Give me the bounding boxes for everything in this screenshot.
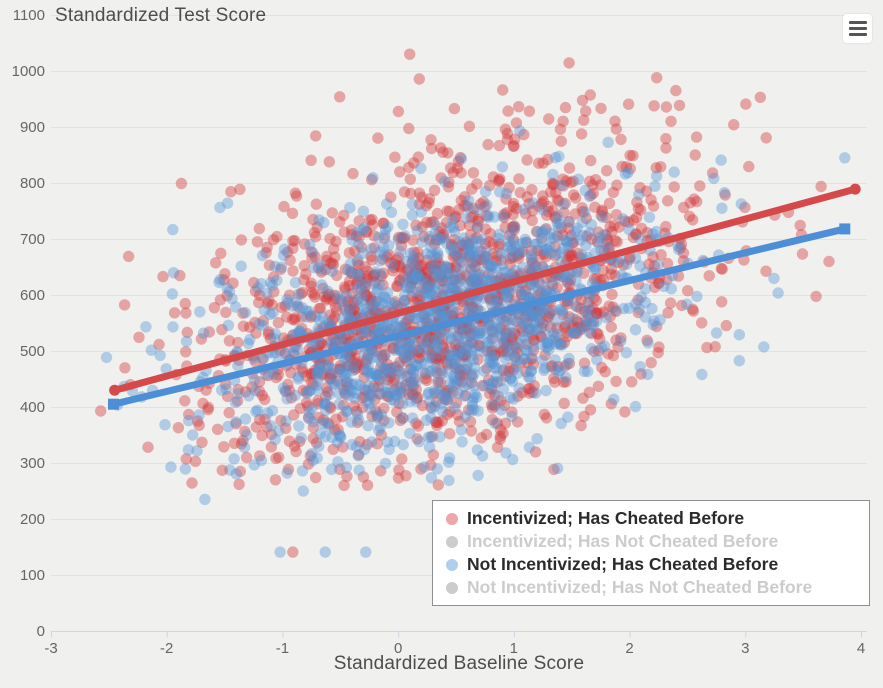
legend-marker-circle xyxy=(446,581,458,594)
legend-label: Not Incentivized; Has Not Cheated Before xyxy=(467,577,813,597)
x-tick-label--2: -2 xyxy=(160,640,173,657)
outlier-point xyxy=(287,546,299,558)
x-tick-label-3: 3 xyxy=(741,640,749,657)
legend-marker-circle xyxy=(446,535,458,548)
legend-label: Not Incentivized; Has Cheated Before xyxy=(467,554,779,574)
x-tick-label-0: 0 xyxy=(394,640,402,657)
y-tick-label-1100: 1100 xyxy=(13,7,45,24)
legend-marker-circle xyxy=(446,512,458,525)
y-tick-label-900: 900 xyxy=(20,119,45,136)
trend-endpoint-marker xyxy=(849,183,861,195)
outlier-point xyxy=(360,546,372,558)
outlier-point xyxy=(319,546,331,558)
outlier-point xyxy=(728,119,740,131)
y-axis-title: Standardized Test Score xyxy=(55,5,267,26)
legend-item-2[interactable]: Not Incentivized; Has Cheated Before xyxy=(446,553,869,576)
legend-label: Incentivized; Has Not Cheated Before xyxy=(467,531,779,551)
legend-item-0[interactable]: Incentivized; Has Cheated Before xyxy=(446,507,869,530)
y-tick-label-400: 400 xyxy=(20,399,45,416)
outlier-point xyxy=(274,546,286,558)
y-tick-label-200: 200 xyxy=(20,511,45,528)
y-tick-label-700: 700 xyxy=(20,231,45,248)
y-tick-label-600: 600 xyxy=(20,287,45,304)
outlier-point xyxy=(216,464,228,476)
trend-line-series-0 xyxy=(111,185,859,394)
y-tick-label-1000: 1000 xyxy=(12,63,45,80)
outlier-point xyxy=(269,474,282,486)
legend-label: Incentivized; Has Cheated Before xyxy=(467,508,745,528)
export-menu-button[interactable] xyxy=(843,14,872,43)
x-tick-label--1: -1 xyxy=(276,640,289,657)
y-tick-label-500: 500 xyxy=(20,343,45,360)
outlier-point xyxy=(754,91,767,104)
trend-endpoint-marker xyxy=(839,223,851,235)
legend-marker-circle xyxy=(446,558,458,571)
trend-endpoint-marker xyxy=(107,398,119,410)
x-tick-label--3: -3 xyxy=(44,640,57,657)
outlier-point xyxy=(839,152,851,164)
x-tick-label-4: 4 xyxy=(857,640,865,657)
x-tick-label-1: 1 xyxy=(510,640,518,657)
y-tick-label-300: 300 xyxy=(20,455,45,472)
trend-line-series-2 xyxy=(109,225,849,408)
outlier-point xyxy=(199,493,211,506)
legend-item-3[interactable]: Not Incentivized; Has Not Cheated Before xyxy=(446,576,869,599)
x-tick-label-2: 2 xyxy=(625,640,633,657)
outlier-point xyxy=(297,485,309,497)
trend-endpoint-marker xyxy=(109,384,121,396)
x-axis-title: Standardized Baseline Score xyxy=(333,653,585,674)
outlier-point xyxy=(404,48,416,60)
legend: Incentivized; Has Cheated Before Incentiv… xyxy=(432,500,870,606)
y-tick-label-0: 0 xyxy=(37,623,45,640)
legend-item-1[interactable]: Incentivized; Has Not Cheated Before xyxy=(446,530,869,553)
y-tick-label-100: 100 xyxy=(20,567,45,584)
outlier-point xyxy=(670,84,682,97)
y-tick-label-800: 800 xyxy=(20,175,45,192)
